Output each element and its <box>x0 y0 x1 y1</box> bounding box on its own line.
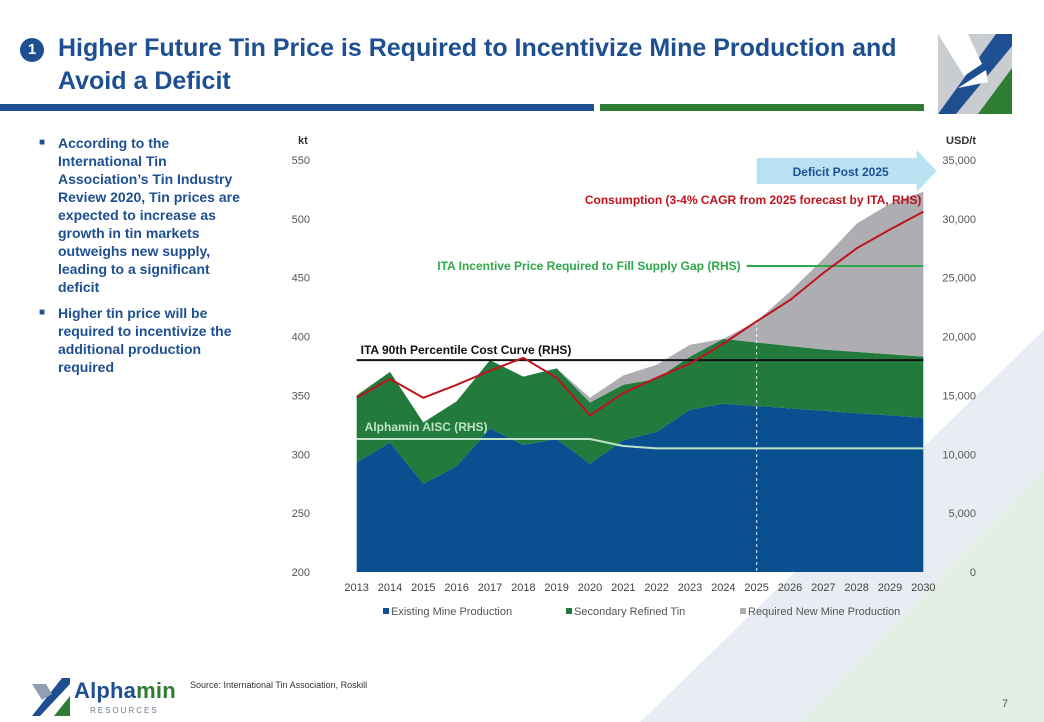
brand-name: Alphamin <box>74 678 176 704</box>
x-axis-tick-label: 2026 <box>778 582 802 594</box>
legend-swatch <box>383 608 389 614</box>
aisc-label: Alphamin AISC (RHS) <box>365 420 488 434</box>
brand-name-part1: Alpha <box>74 678 137 703</box>
title-underline-green <box>600 104 924 111</box>
x-axis-tick-label: 2013 <box>344 582 368 594</box>
legend-label: Required New Mine Production <box>748 606 900 618</box>
x-axis-tick-label: 2028 <box>844 582 868 594</box>
brand-name-part2: min <box>136 678 176 703</box>
x-axis-tick-label: 2016 <box>444 582 468 594</box>
x-axis-tick-label: 2030 <box>911 582 935 594</box>
right-axis-tick-label: 0 <box>970 567 976 579</box>
x-axis-tick-label: 2021 <box>611 582 635 594</box>
right-axis-tick-label: 5,000 <box>948 508 976 520</box>
x-axis-tick-label: 2015 <box>411 582 435 594</box>
x-axis-tick-label: 2017 <box>478 582 502 594</box>
existing-mine-production-area <box>356 403 924 572</box>
right-axis-tick-label: 25,000 <box>942 273 976 285</box>
bullet-list: ■ According to the International Tin Asso… <box>36 134 251 384</box>
legend-label: Secondary Refined Tin <box>574 606 685 618</box>
left-axis-tick-label: 450 <box>292 273 310 285</box>
x-axis-tick-label: 2027 <box>811 582 835 594</box>
x-axis-tick-label: 2025 <box>744 582 768 594</box>
x-axis-tick-label: 2029 <box>878 582 902 594</box>
right-axis-tick-label: 35,000 <box>942 155 976 167</box>
title-underline-blue <box>0 104 594 111</box>
alphamin-logo-icon <box>32 678 70 716</box>
x-axis-tick-label: 2020 <box>578 582 602 594</box>
x-axis-tick-label: 2018 <box>511 582 535 594</box>
left-axis-tick-label: 300 <box>292 449 310 461</box>
legend-label: Existing Mine Production <box>391 606 512 618</box>
consumption-label: Consumption (3-4% CAGR from 2025 forecas… <box>585 193 922 207</box>
right-axis-tick-label: 10,000 <box>942 449 976 461</box>
x-axis-tick-label: 2024 <box>711 582 735 594</box>
source-note: Source: International Tin Association, R… <box>190 680 368 690</box>
left-axis-tick-label: 350 <box>292 390 310 402</box>
bullet-item: ■ According to the International Tin Asso… <box>39 135 240 295</box>
required-new-mine-production-area <box>356 191 924 423</box>
x-axis-tick-label: 2014 <box>378 582 402 594</box>
x-axis-tick-label: 2019 <box>544 582 568 594</box>
left-axis-unit: kt <box>298 135 308 147</box>
right-axis-tick-label: 15,000 <box>942 390 976 402</box>
company-logo-icon <box>938 34 1012 114</box>
right-axis-tick-label: 20,000 <box>942 332 976 344</box>
incentive-price-label: ITA Incentive Price Required to Fill Sup… <box>437 259 740 273</box>
bullet-text: According to the International Tin Assoc… <box>58 135 240 295</box>
aisc-line <box>356 438 924 450</box>
slide-title: Higher Future Tin Price is Required to I… <box>58 34 897 95</box>
deficit-arrow-label: Deficit Post 2025 <box>793 165 889 179</box>
secondary-refined-tin-area <box>356 338 924 484</box>
left-axis-tick-label: 250 <box>292 508 310 520</box>
legend-swatch <box>740 608 746 614</box>
legend-swatch <box>566 608 572 614</box>
left-axis-tick-label: 200 <box>292 567 310 579</box>
section-number-badge: 1 <box>20 38 44 62</box>
left-axis-tick-label: 500 <box>292 214 310 226</box>
brand-subtitle: RESOURCES <box>90 706 159 715</box>
cost-curve-label: ITA 90th Percentile Cost Curve (RHS) <box>361 343 572 357</box>
bullet-item: ■ Higher tin price will be required to in… <box>39 305 232 375</box>
bullet-text: Higher tin price will be required to inc… <box>58 305 232 375</box>
page-number: 7 <box>1002 698 1009 710</box>
consumption-line <box>356 210 924 417</box>
tin-supply-demand-chart: kt USD/t 200 250 300 350 400 450 500 550 0 5,000 10,… <box>292 135 977 618</box>
right-axis-tick-label: 30,000 <box>942 214 976 226</box>
left-axis-tick-label: 400 <box>292 332 310 344</box>
x-axis-tick-label: 2022 <box>644 582 668 594</box>
deficit-arrow-shape <box>756 150 937 192</box>
x-axis-tick-label: 2023 <box>678 582 702 594</box>
right-axis-unit: USD/t <box>946 135 976 147</box>
left-axis-tick-label: 550 <box>292 155 310 167</box>
